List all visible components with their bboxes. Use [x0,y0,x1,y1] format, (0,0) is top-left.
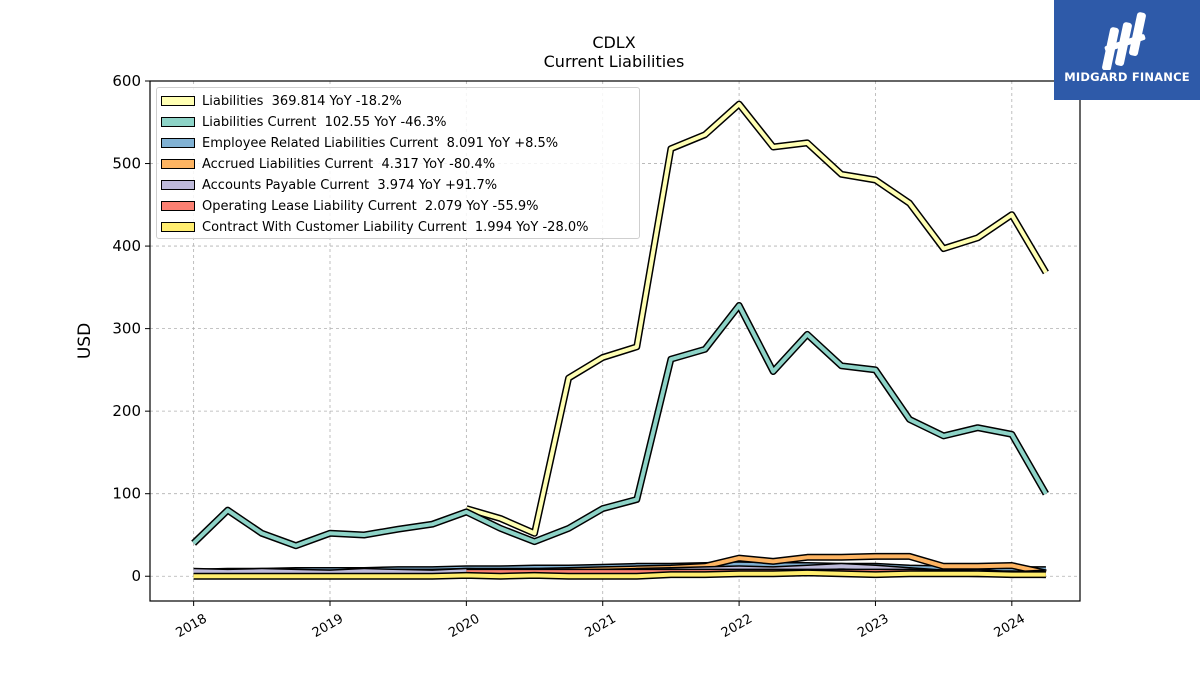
y-tick-label: 100 [112,485,141,503]
legend-swatch [161,117,195,127]
legend-swatch [161,180,195,190]
y-tick-label: 600 [112,72,141,90]
legend-swatch [161,222,195,232]
series-line [193,570,1046,579]
legend-item: Employee Related Liabilities Current 8.0… [161,133,558,153]
x-tick-label: 2024 [992,611,1028,641]
series-lines [191,100,1049,580]
legend-label: Liabilities 369.814 YoY -18.2% [202,93,402,109]
series-line [192,303,1048,548]
chart-title: CDLX [592,33,635,52]
y-tick-label: 200 [112,402,141,420]
plot-frame [149,80,1081,602]
x-tick-label: 2018 [173,611,209,641]
y-tick-label: 0 [131,567,141,585]
legend-label: Operating Lease Liability Current 2.079 … [202,198,539,214]
legend-swatch [161,159,195,169]
brand-logo: MIDGARD FINANCE [1054,0,1200,100]
brand-name: MIDGARD FINANCE [1064,70,1190,84]
legend-label: Accounts Payable Current 3.974 YoY +91.7… [202,177,498,193]
y-axis-ticks: 0 100 200 300 400 500 600 [112,72,150,585]
midgard-logo-icon [1102,12,1146,70]
legend-label: Accrued Liabilities Current 4.317 YoY -8… [202,156,496,172]
legend-item: Accrued Liabilities Current 4.317 YoY -8… [161,154,495,174]
legend-swatch [161,96,195,106]
series-line [465,102,1048,536]
legend-item: Operating Lease Liability Current 2.079 … [161,196,539,216]
legend-item: Liabilities 369.814 YoY -18.2% [161,91,402,111]
x-tick-label: 2022 [719,611,755,641]
y-tick-label: 300 [112,320,141,338]
x-tick-label: 2020 [446,611,482,641]
legend-swatch [161,201,195,211]
chart-subtitle: Current Liabilities [544,52,685,71]
x-tick-label: 2023 [855,611,891,641]
x-tick-label: 2019 [310,611,346,641]
legend-item: Accounts Payable Current 3.974 YoY +91.7… [161,175,497,195]
legend-label: Contract With Customer Liability Current… [202,219,589,235]
legend-item: Contract With Customer Liability Current… [161,217,588,237]
legend-item: Liabilities Current 102.55 YoY -46.3% [161,112,446,132]
y-axis-label: USD [75,323,95,359]
y-tick-label: 400 [112,237,141,255]
x-axis-ticks: 2018 2019 2020 2021 2022 2023 2024 [173,601,1028,641]
legend-label: Employee Related Liabilities Current 8.0… [202,135,559,151]
legend: Liabilities 369.814 YoY -18.2% Liabilitie… [156,87,640,239]
x-tick-label: 2021 [583,611,619,641]
legend-swatch [161,138,195,148]
legend-label: Liabilities Current 102.55 YoY -46.3% [202,114,447,130]
y-tick-label: 500 [112,155,141,173]
